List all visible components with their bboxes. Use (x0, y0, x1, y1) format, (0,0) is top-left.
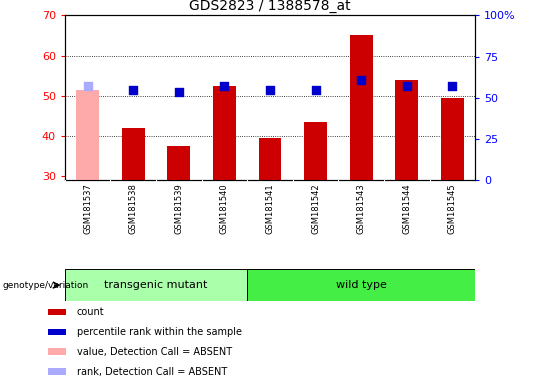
Bar (167, 146, 190, 180)
Text: percentile rank within the sample: percentile rank within the sample (77, 327, 242, 337)
Text: GSM181540: GSM181540 (220, 183, 229, 234)
Point (266, 87, 274, 93)
Point (357, 77, 366, 83)
Point (402, 83, 411, 89)
Text: count: count (77, 307, 104, 317)
Text: transgenic mutant: transgenic mutant (104, 280, 208, 290)
Point (448, 83, 457, 89)
Bar (441, 98, 464, 180)
Text: GSM181537: GSM181537 (83, 183, 92, 234)
Point (83, 83, 92, 89)
Bar (247, 269, 475, 301)
Bar (350, 35, 373, 180)
Bar (122, 128, 145, 180)
Bar (213, 86, 236, 180)
Text: value, Detection Call = ABSENT: value, Detection Call = ABSENT (77, 347, 232, 357)
Point (311, 87, 320, 93)
Text: GSM181539: GSM181539 (174, 183, 183, 234)
Text: GSM181543: GSM181543 (357, 183, 366, 234)
Bar (48, 349, 66, 355)
Text: rank, Detection Call = ABSENT: rank, Detection Call = ABSENT (77, 367, 227, 377)
Text: wild type: wild type (336, 280, 387, 290)
Text: GSM181538: GSM181538 (129, 183, 138, 234)
Bar (48, 329, 66, 335)
Bar (304, 122, 327, 180)
Text: GSM181544: GSM181544 (402, 183, 411, 234)
Bar (76, 90, 99, 180)
Bar (65, 269, 247, 301)
Text: GSM181542: GSM181542 (311, 183, 320, 234)
Point (129, 87, 138, 93)
Point (220, 83, 229, 89)
Text: GSM181541: GSM181541 (266, 183, 274, 234)
Bar (259, 138, 281, 180)
Text: GSM181545: GSM181545 (448, 183, 457, 234)
Bar (48, 368, 66, 375)
Bar (48, 309, 66, 316)
Text: genotype/variation: genotype/variation (3, 281, 89, 290)
Title: GDS2823 / 1388578_at: GDS2823 / 1388578_at (189, 0, 351, 13)
Bar (395, 80, 418, 180)
Point (174, 89, 183, 95)
